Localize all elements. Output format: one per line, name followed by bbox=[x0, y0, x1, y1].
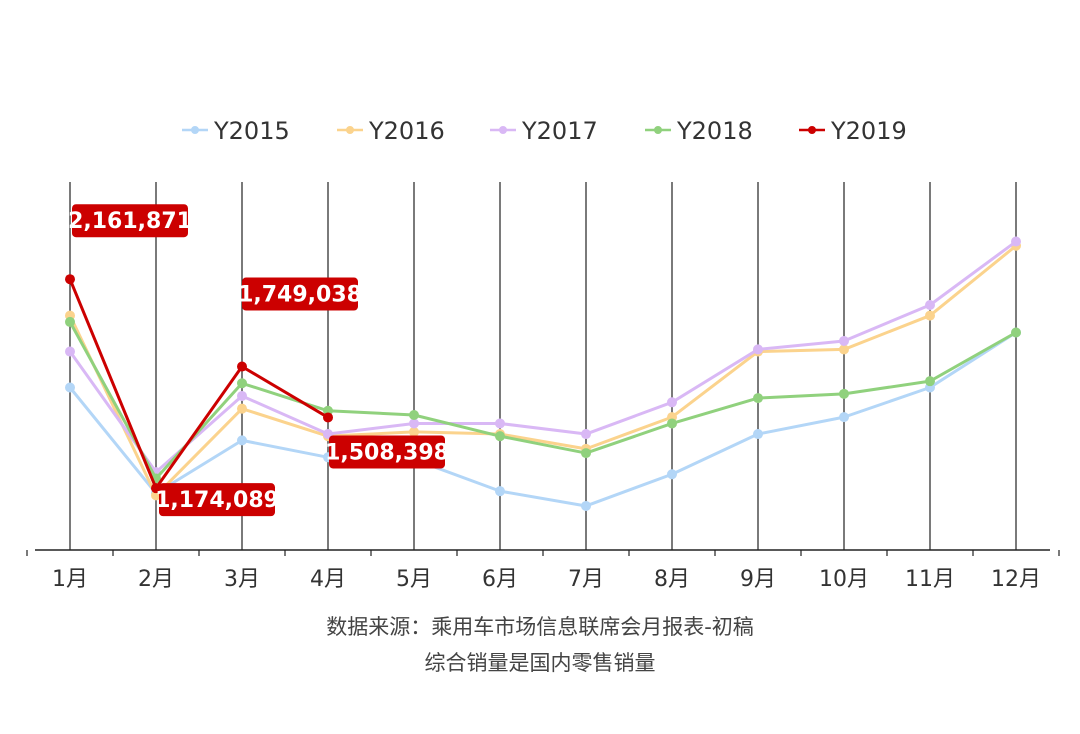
legend-item: Y2019 bbox=[799, 117, 907, 145]
x-tick-label: 1月 bbox=[52, 567, 88, 592]
x-tick-label: 3月 bbox=[224, 567, 260, 592]
legend-item: Y2017 bbox=[490, 117, 598, 145]
data-point bbox=[839, 344, 849, 355]
series-Y2017 bbox=[65, 236, 1021, 478]
data-point bbox=[581, 500, 591, 511]
data-point bbox=[409, 426, 419, 437]
data-point bbox=[753, 429, 763, 440]
data-point bbox=[839, 412, 849, 423]
callout-box bbox=[329, 435, 445, 469]
data-point bbox=[151, 490, 161, 501]
legend-item: Y2016 bbox=[337, 117, 445, 145]
data-point bbox=[151, 483, 161, 494]
legend-swatch-marker bbox=[499, 126, 507, 134]
series-line bbox=[68, 331, 1017, 508]
series-layer bbox=[65, 236, 1021, 511]
data-point bbox=[65, 316, 75, 327]
legend-label: Y2019 bbox=[830, 117, 907, 145]
data-point bbox=[323, 412, 333, 423]
x-tick-label: 7月 bbox=[568, 567, 604, 592]
legend-item: Y2015 bbox=[182, 117, 290, 145]
legend-label: Y2016 bbox=[368, 117, 445, 145]
legend-label: Y2017 bbox=[521, 117, 598, 145]
series-Y2015 bbox=[65, 327, 1021, 511]
data-point bbox=[237, 403, 247, 414]
data-point bbox=[581, 429, 591, 440]
data-point bbox=[667, 397, 677, 408]
callout-label: 1,749,038 bbox=[238, 283, 362, 308]
legend-swatch-marker bbox=[654, 126, 662, 134]
data-point bbox=[495, 486, 505, 497]
data-point bbox=[753, 393, 763, 404]
x-axis: 1月 2月 3月 4月 5月 6月 7月 8月 9月 10月 11月 12月 bbox=[26, 549, 1060, 592]
data-point bbox=[237, 435, 247, 446]
data-point bbox=[581, 448, 591, 459]
data-point bbox=[667, 469, 677, 480]
source-note: 数据来源：乘用车市场信息联席会月报表-初稿 bbox=[326, 615, 754, 639]
series-line bbox=[68, 244, 1017, 497]
data-point bbox=[925, 376, 935, 387]
series-Y2019 bbox=[65, 274, 333, 494]
legend-item: Y2018 bbox=[645, 117, 753, 145]
data-point bbox=[753, 344, 763, 355]
data-point bbox=[495, 418, 505, 429]
callout-label: 2,161,871 bbox=[68, 209, 192, 234]
data-callout: 2,161,871 bbox=[68, 204, 192, 238]
data-point bbox=[495, 431, 505, 442]
x-tick-label: 10月 bbox=[819, 567, 869, 592]
callout-label: 1,508,398 bbox=[325, 440, 449, 465]
data-point bbox=[925, 300, 935, 310]
data-point bbox=[237, 361, 247, 372]
x-tick-label: 2月 bbox=[138, 567, 174, 592]
x-tick-label: 9月 bbox=[740, 567, 776, 592]
callout-box bbox=[242, 277, 358, 311]
legend-swatch-marker bbox=[346, 126, 354, 134]
data-point bbox=[237, 378, 247, 389]
source-note-2: 综合销量是国内零售销量 bbox=[424, 651, 656, 675]
data-callout: 1,749,038 bbox=[238, 277, 362, 311]
legend: Y2015 Y2016 Y2017 Y2018 Y2019 bbox=[182, 117, 907, 145]
legend-label: Y2018 bbox=[676, 117, 753, 145]
callout-box bbox=[72, 204, 188, 238]
callout-label: 1,174,089 bbox=[155, 488, 279, 513]
x-tick-label: 5月 bbox=[396, 567, 432, 592]
data-point bbox=[667, 418, 677, 429]
legend-label: Y2015 bbox=[213, 117, 290, 145]
legend-swatch-marker bbox=[808, 126, 816, 134]
data-point bbox=[1011, 236, 1021, 247]
legend-swatch-marker bbox=[191, 126, 199, 134]
data-point bbox=[409, 410, 419, 420]
x-tick-label: 4月 bbox=[310, 567, 346, 592]
data-point bbox=[839, 388, 849, 399]
data-point bbox=[237, 390, 247, 401]
data-point bbox=[65, 382, 75, 393]
data-point bbox=[65, 346, 75, 357]
data-point bbox=[409, 418, 419, 429]
data-callouts: 2,161,871 1,174,089 1,749,038 1,508,398 bbox=[68, 204, 449, 517]
data-point bbox=[65, 274, 75, 285]
series-Y2018 bbox=[65, 316, 1021, 484]
series-line bbox=[68, 240, 1017, 474]
x-tick-label: 8月 bbox=[654, 567, 690, 592]
callout-box bbox=[159, 483, 275, 517]
x-tick-label: 6月 bbox=[482, 567, 518, 592]
data-point bbox=[1011, 327, 1021, 338]
series-line bbox=[68, 278, 329, 490]
data-point bbox=[925, 310, 935, 321]
x-tick-label: 12月 bbox=[991, 567, 1041, 592]
series-line bbox=[68, 321, 1017, 480]
data-callout: 1,508,398 bbox=[325, 435, 449, 469]
data-callout: 1,174,089 bbox=[155, 483, 279, 517]
data-point bbox=[839, 335, 849, 346]
x-tick-label: 11月 bbox=[905, 567, 955, 592]
